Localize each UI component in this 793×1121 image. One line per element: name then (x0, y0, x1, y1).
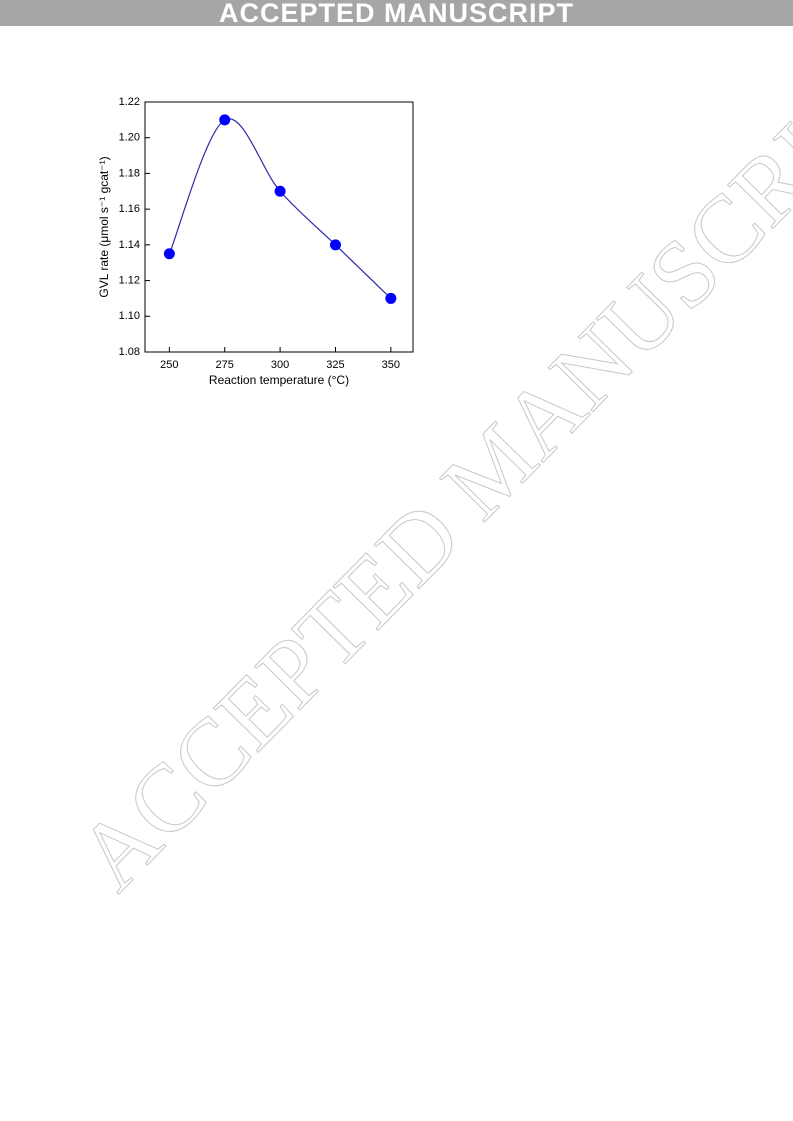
x-tick-label: 350 (382, 359, 400, 371)
y-tick-label: 1.12 (119, 274, 140, 286)
x-tick-label: 300 (271, 359, 289, 371)
header: ACCEPTED MANUSCRIPT (0, 0, 793, 27)
y-axis-label: GVL rate (μmol s⁻¹ gcat⁻¹) (97, 156, 111, 297)
y-tick-label: 1.18 (119, 167, 140, 179)
data-point (274, 185, 286, 197)
y-tick-label: 1.20 (119, 132, 140, 144)
data-point (385, 292, 397, 304)
data-point (163, 248, 175, 260)
x-tick-label: 275 (216, 359, 234, 371)
x-tick-label: 250 (160, 359, 178, 371)
y-tick-label: 1.10 (119, 310, 140, 322)
y-tick-label: 1.22 (119, 96, 140, 108)
x-axis-label: Reaction temperature (°C) (209, 373, 349, 387)
y-tick-label: 1.16 (119, 203, 140, 215)
y-tick-label: 1.14 (119, 239, 140, 251)
x-tick-label: 325 (326, 359, 344, 371)
y-tick-label: 1.08 (119, 346, 140, 358)
curve (168, 118, 392, 299)
data-point (329, 239, 341, 251)
plot-frame (144, 101, 414, 353)
data-point (219, 114, 231, 126)
